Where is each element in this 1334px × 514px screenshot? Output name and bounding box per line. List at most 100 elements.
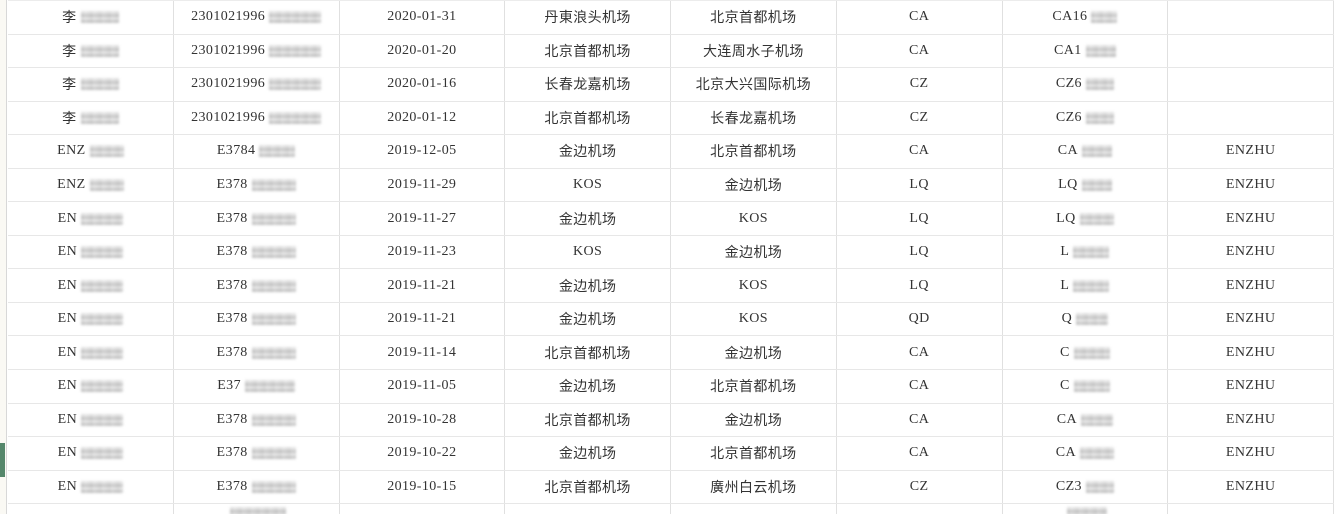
cell-passenger-tag[interactable] (1168, 34, 1334, 68)
cell-airline-code[interactable]: CA (837, 34, 1003, 68)
cell-flight-number[interactable]: LQ (1003, 202, 1169, 235)
cell-departure-airport[interactable]: KOS (505, 235, 671, 269)
cell-departure-airport[interactable]: 丹東浪头机场 (505, 1, 671, 34)
cell-name[interactable]: 李 (8, 68, 174, 101)
cell-passenger-tag[interactable]: ENZHU (1168, 403, 1334, 437)
cell-airline-code[interactable]: LQ (837, 202, 1003, 235)
cell-passenger-tag[interactable]: ENZHU (1168, 336, 1334, 370)
cell-arrival-airport[interactable]: 北京首都机场 (671, 437, 837, 470)
cell-id-number[interactable]: E378 (174, 235, 340, 269)
cell-passenger-tag[interactable]: ENZHU (1168, 269, 1334, 302)
cell-flight-number[interactable]: L (1003, 235, 1169, 269)
cell-name[interactable]: EN (8, 202, 174, 235)
cell-passenger-tag[interactable]: ENZHU (1168, 135, 1334, 168)
cell-id-number[interactable]: E378 (174, 168, 340, 202)
cell-airline-code[interactable]: CZ (837, 470, 1003, 504)
cell-date[interactable]: 2020-01-20 (340, 34, 506, 68)
cell-date[interactable]: 2020-01-16 (340, 68, 506, 101)
cell-arrival-airport[interactable]: 金边机场 (671, 336, 837, 370)
cell-id-number[interactable]: 2301021996 (174, 101, 340, 135)
cell-id-number[interactable]: E3784 (174, 135, 340, 168)
cell-passenger-tag[interactable] (1168, 504, 1334, 514)
cell-date[interactable]: 2019-10-22 (340, 437, 506, 470)
cell-flight-number[interactable]: CA (1003, 135, 1169, 168)
cell-date[interactable]: 2019-10-15 (340, 470, 506, 504)
cell-passenger-tag[interactable]: ENZHU (1168, 235, 1334, 269)
cell-date[interactable]: 2019-11-21 (340, 269, 506, 302)
cell-airline-code[interactable]: CZ (837, 101, 1003, 135)
cell-id-number[interactable]: 2301021996 (174, 68, 340, 101)
cell-arrival-airport[interactable]: 北京大兴国际机场 (671, 68, 837, 101)
cell-name[interactable]: EN (8, 302, 174, 336)
cell-date[interactable]: 2019-12-05 (340, 135, 506, 168)
cell-arrival-airport[interactable]: 北京首都机场 (671, 370, 837, 403)
cell-name[interactable]: EN (8, 370, 174, 403)
cell-arrival-airport[interactable]: 金边机场 (671, 235, 837, 269)
cell-flight-number[interactable]: CZ3 (1003, 470, 1169, 504)
cell-flight-number[interactable]: CZ6 (1003, 101, 1169, 135)
cell-departure-airport[interactable]: 金边机场 (505, 370, 671, 403)
cell-arrival-airport[interactable]: 廣州白云机场 (671, 470, 837, 504)
cell-date[interactable] (340, 504, 506, 514)
cell-name[interactable]: EN (8, 437, 174, 470)
cell-airline-code[interactable]: CA (837, 1, 1003, 34)
cell-arrival-airport[interactable]: KOS (671, 269, 837, 302)
cell-arrival-airport[interactable] (671, 504, 837, 514)
cell-name[interactable]: EN (8, 336, 174, 370)
cell-passenger-tag[interactable] (1168, 1, 1334, 34)
cell-name[interactable]: 李 (8, 34, 174, 68)
cell-name[interactable]: EN (8, 403, 174, 437)
cell-passenger-tag[interactable]: ENZHU (1168, 202, 1334, 235)
cell-airline-code[interactable]: CA (837, 437, 1003, 470)
cell-id-number[interactable] (174, 504, 340, 514)
cell-name[interactable]: EN (8, 269, 174, 302)
cell-passenger-tag[interactable] (1168, 68, 1334, 101)
cell-airline-code[interactable]: QD (837, 302, 1003, 336)
cell-flight-number[interactable]: L (1003, 269, 1169, 302)
cell-airline-code[interactable]: CA (837, 336, 1003, 370)
cell-name[interactable]: EN (8, 235, 174, 269)
cell-airline-code[interactable]: LQ (837, 235, 1003, 269)
cell-passenger-tag[interactable]: ENZHU (1168, 470, 1334, 504)
cell-passenger-tag[interactable]: ENZHU (1168, 302, 1334, 336)
cell-airline-code[interactable]: LQ (837, 168, 1003, 202)
cell-name[interactable]: 李 (8, 1, 174, 34)
cell-flight-number[interactable]: LQ (1003, 168, 1169, 202)
cell-arrival-airport[interactable]: 金边机场 (671, 403, 837, 437)
cell-name[interactable]: ENZ (8, 135, 174, 168)
cell-date[interactable]: 2019-11-21 (340, 302, 506, 336)
cell-arrival-airport[interactable]: 北京首都机场 (671, 1, 837, 34)
cell-passenger-tag[interactable]: ENZHU (1168, 370, 1334, 403)
cell-flight-number[interactable]: CA1 (1003, 34, 1169, 68)
cell-date[interactable]: 2019-10-28 (340, 403, 506, 437)
cell-date[interactable]: 2019-11-27 (340, 202, 506, 235)
cell-passenger-tag[interactable]: ENZHU (1168, 437, 1334, 470)
cell-departure-airport[interactable]: 金边机场 (505, 202, 671, 235)
cell-departure-airport[interactable]: 北京首都机场 (505, 336, 671, 370)
cell-arrival-airport[interactable]: 北京首都机场 (671, 135, 837, 168)
cell-date[interactable]: 2019-11-05 (340, 370, 506, 403)
cell-flight-number[interactable]: CA (1003, 437, 1169, 470)
cell-date[interactable]: 2020-01-31 (340, 1, 506, 34)
cell-departure-airport[interactable]: 金边机场 (505, 269, 671, 302)
cell-id-number[interactable]: 2301021996 (174, 1, 340, 34)
cell-id-number[interactable]: E378 (174, 470, 340, 504)
cell-name[interactable]: EN (8, 470, 174, 504)
cell-id-number[interactable]: E378 (174, 302, 340, 336)
cell-name[interactable] (8, 504, 174, 514)
cell-date[interactable]: 2019-11-23 (340, 235, 506, 269)
cell-flight-number[interactable]: CZ6 (1003, 68, 1169, 101)
cell-date[interactable]: 2019-11-29 (340, 168, 506, 202)
cell-flight-number[interactable]: C (1003, 370, 1169, 403)
cell-flight-number[interactable]: Q (1003, 302, 1169, 336)
cell-flight-number[interactable]: CA (1003, 403, 1169, 437)
cell-arrival-airport[interactable]: 大连周水子机场 (671, 34, 837, 68)
cell-arrival-airport[interactable]: KOS (671, 302, 837, 336)
cell-id-number[interactable]: 2301021996 (174, 34, 340, 68)
cell-name[interactable]: 李 (8, 101, 174, 135)
cell-id-number[interactable]: E37 (174, 370, 340, 403)
cell-airline-code[interactable]: CA (837, 135, 1003, 168)
cell-id-number[interactable]: E378 (174, 336, 340, 370)
cell-passenger-tag[interactable] (1168, 101, 1334, 135)
cell-id-number[interactable]: E378 (174, 403, 340, 437)
